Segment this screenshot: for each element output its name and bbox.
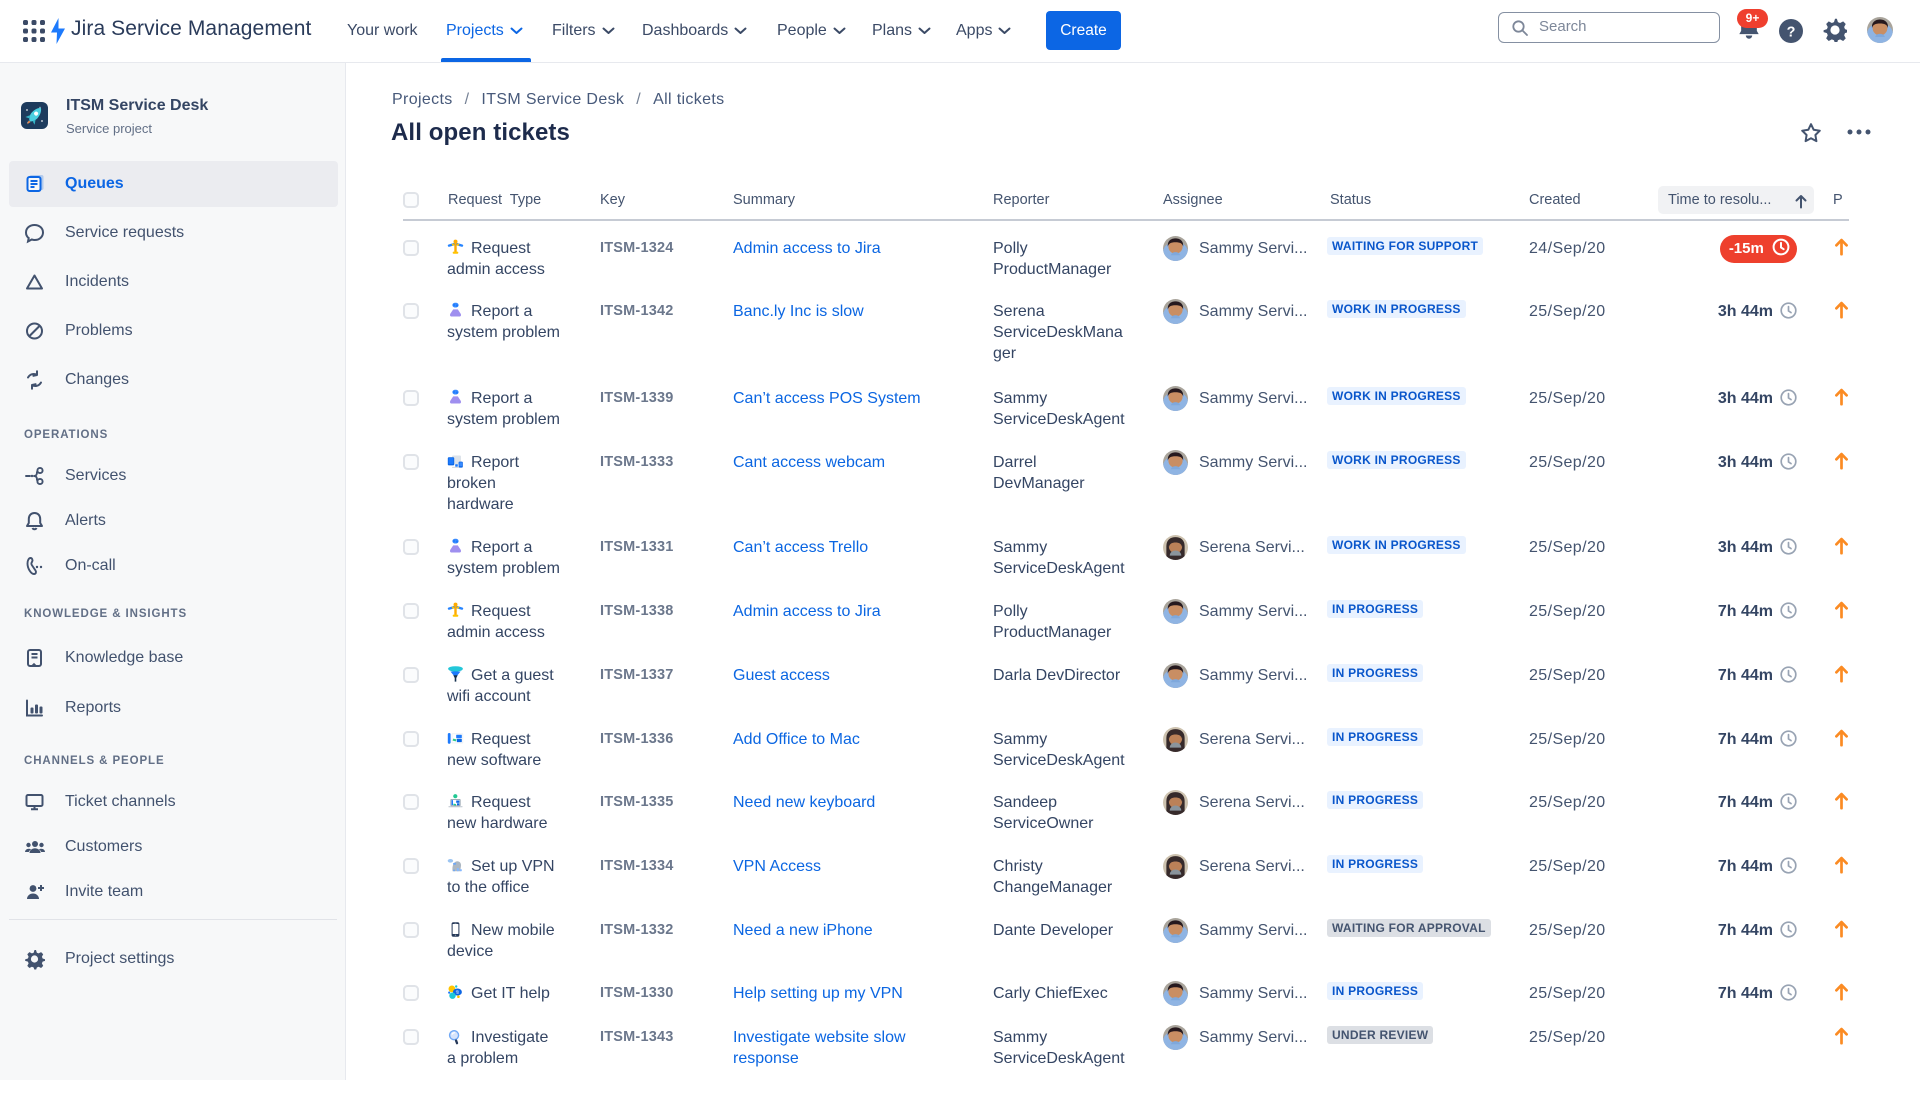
svg-text:?: ? xyxy=(1787,24,1796,40)
